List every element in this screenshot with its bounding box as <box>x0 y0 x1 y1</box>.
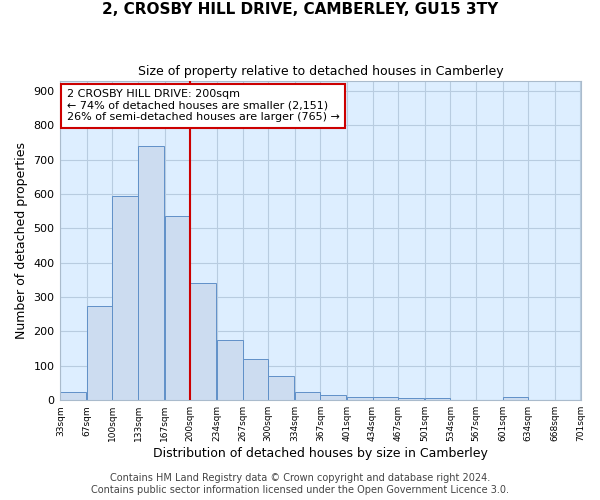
Bar <box>398 398 424 400</box>
Bar <box>87 306 112 400</box>
Title: Size of property relative to detached houses in Camberley: Size of property relative to detached ho… <box>137 65 503 78</box>
Bar <box>320 395 346 400</box>
Bar <box>268 376 294 400</box>
Bar <box>138 146 164 400</box>
Bar <box>295 392 320 400</box>
Bar <box>373 397 398 400</box>
Bar <box>61 392 86 400</box>
Bar <box>217 340 242 400</box>
Bar <box>425 398 451 400</box>
Y-axis label: Number of detached properties: Number of detached properties <box>15 142 28 339</box>
Bar <box>347 397 373 400</box>
Bar <box>242 359 268 400</box>
Bar <box>164 216 190 400</box>
Text: Contains HM Land Registry data © Crown copyright and database right 2024.
Contai: Contains HM Land Registry data © Crown c… <box>91 474 509 495</box>
X-axis label: Distribution of detached houses by size in Camberley: Distribution of detached houses by size … <box>153 447 488 460</box>
Text: 2, CROSBY HILL DRIVE, CAMBERLEY, GU15 3TY: 2, CROSBY HILL DRIVE, CAMBERLEY, GU15 3T… <box>102 2 498 18</box>
Bar <box>503 397 528 400</box>
Bar <box>190 284 216 400</box>
Text: 2 CROSBY HILL DRIVE: 200sqm
← 74% of detached houses are smaller (2,151)
26% of : 2 CROSBY HILL DRIVE: 200sqm ← 74% of det… <box>67 89 340 122</box>
Bar <box>112 196 138 400</box>
